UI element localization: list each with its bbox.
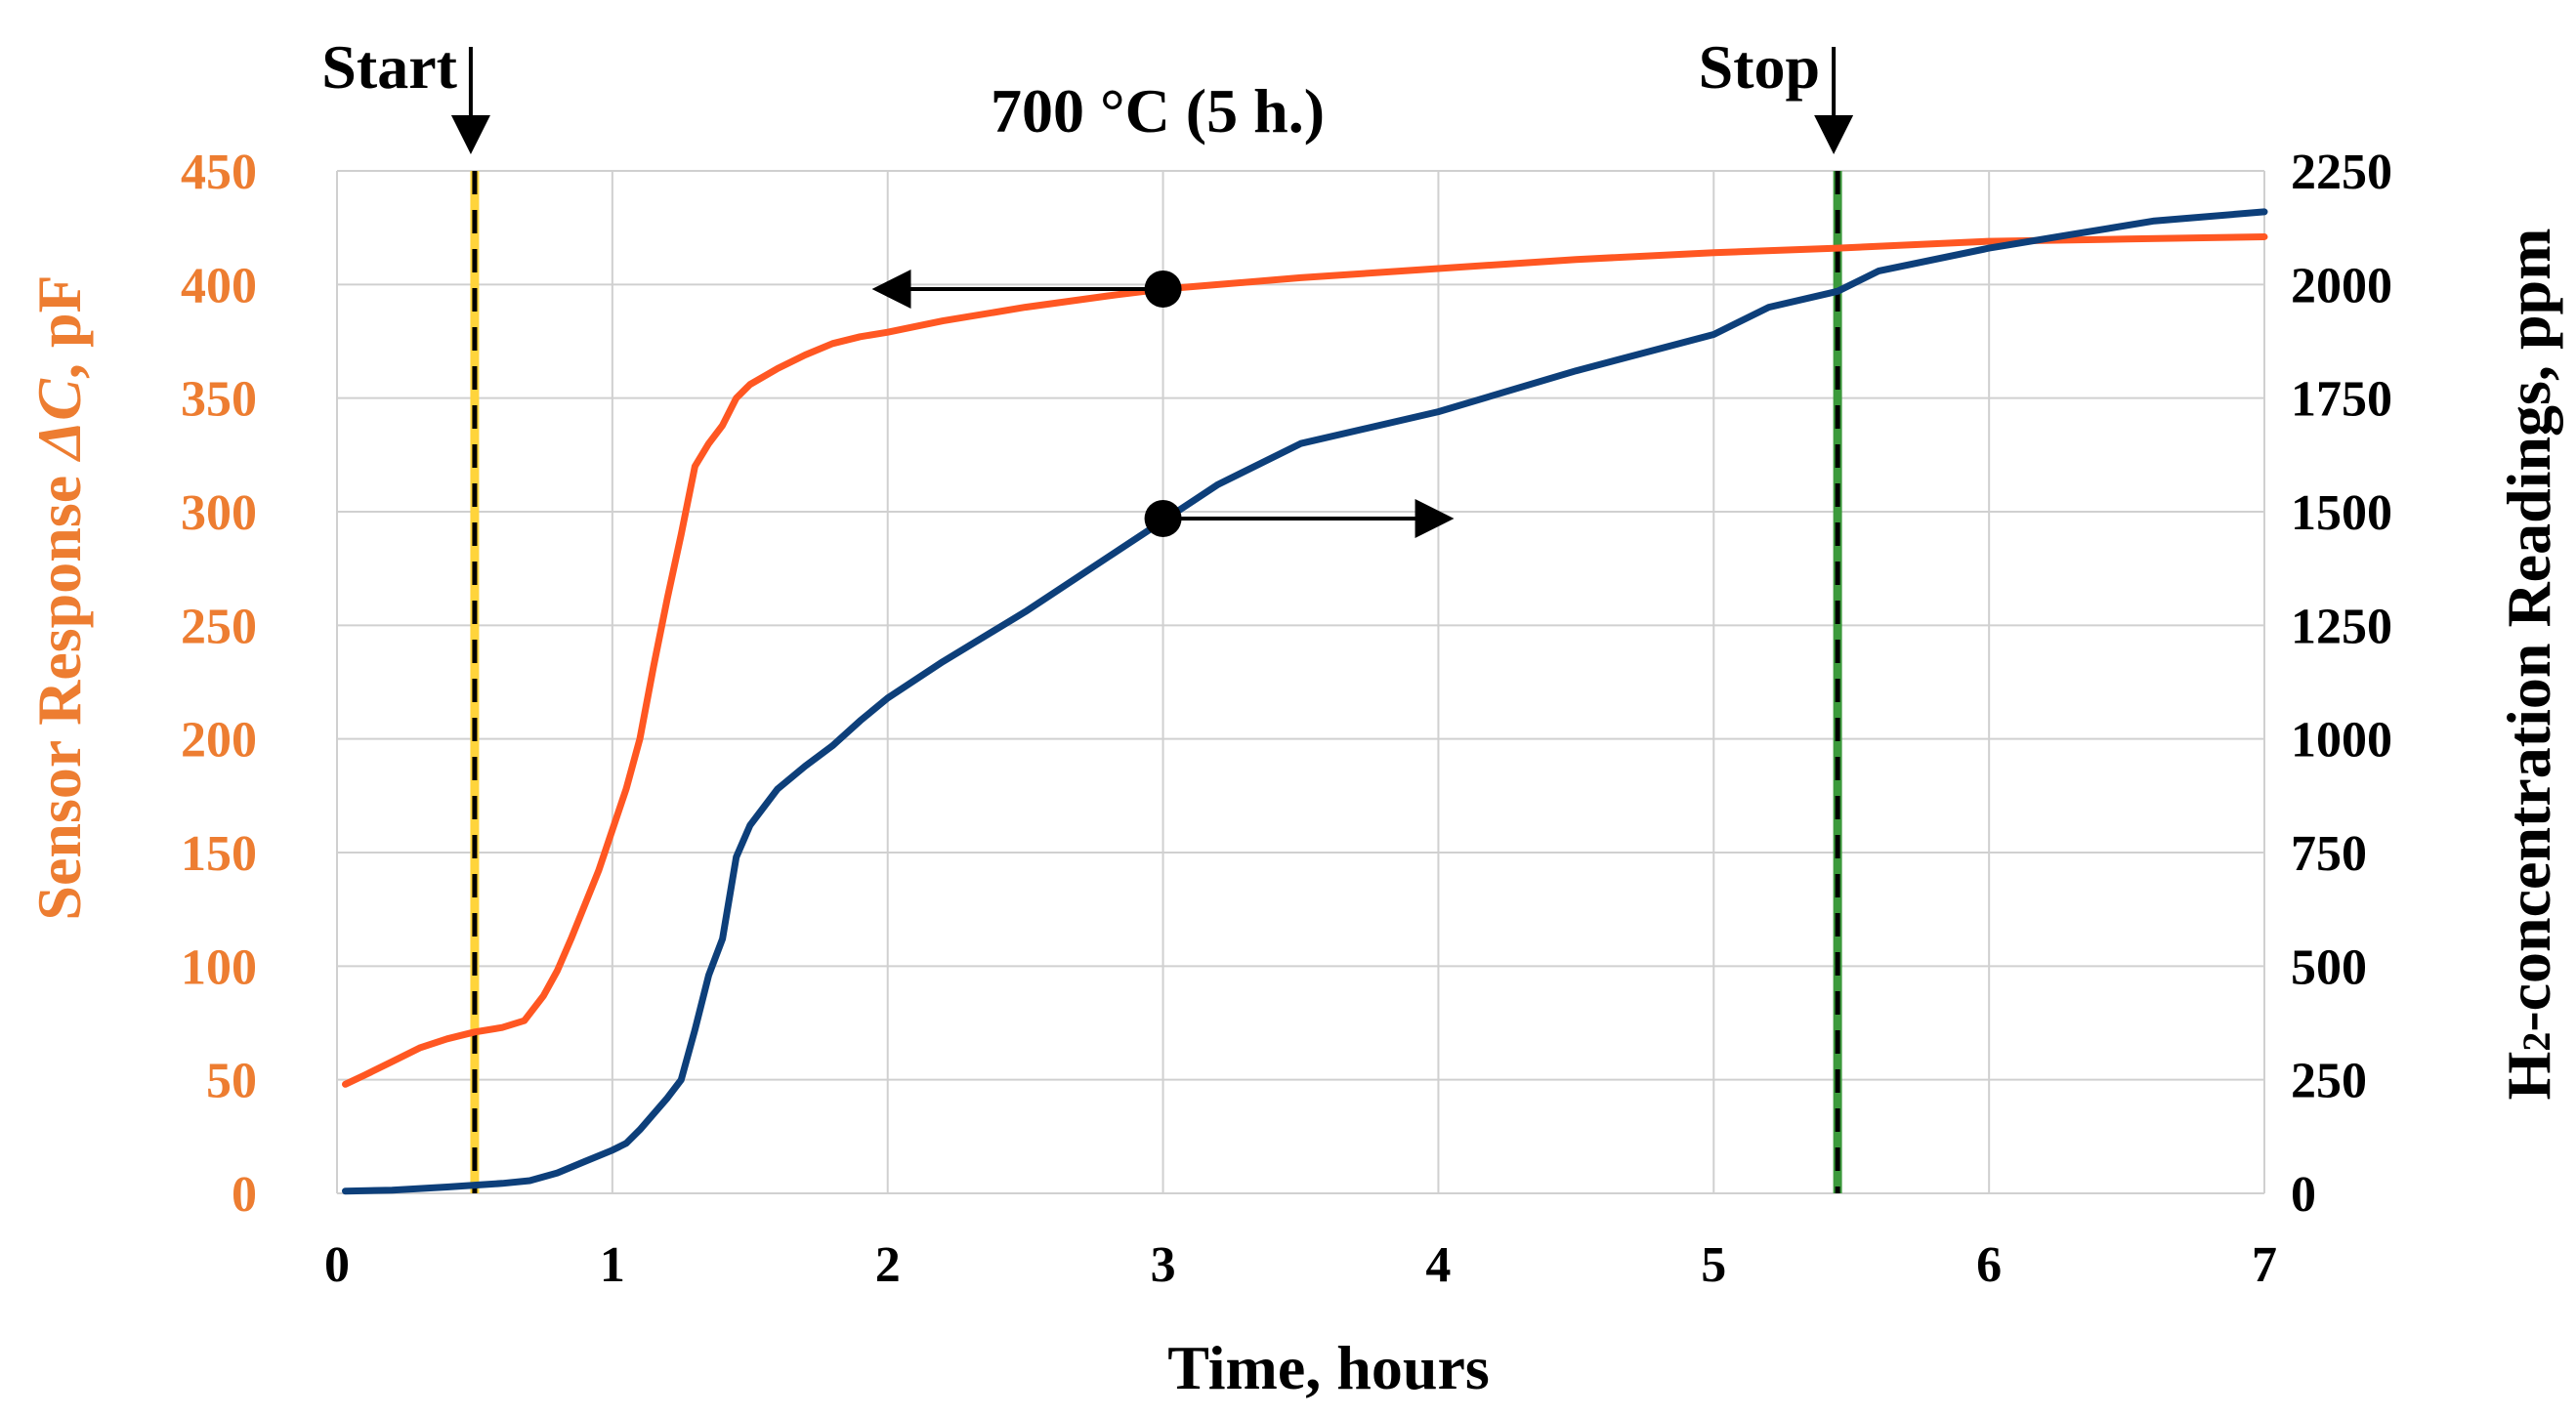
right-axis-title-prefix: H [2494,1052,2563,1101]
left-axis-title-suffix: , pF [24,274,94,379]
y-left-tick-label: 250 [181,599,257,654]
x-tick-label: 7 [2252,1237,2277,1293]
x-tick-label: 3 [1151,1237,1176,1293]
event-markers: Start Stop [321,32,1854,1193]
x-tick-label: 4 [1425,1237,1451,1293]
left-axis-title: Sensor Response ΔC, pF [24,274,94,920]
x-axis-title: Time, hours [1167,1333,1490,1402]
y-right-tick-label: 250 [2291,1054,2367,1109]
y-right-tick-label: 1500 [2291,485,2392,541]
y-right-tick-label: 0 [2291,1167,2316,1223]
y-left-tick-label: 0 [232,1167,257,1223]
series [342,208,2268,1195]
right-axis-title: H2-concentration Readings, ppm [2494,229,2563,1101]
y-left-tick-label: 100 [181,939,257,995]
y-left-tick-label: 50 [206,1054,257,1109]
y-left-tick-label: 400 [181,258,257,313]
y-left-tick-label: 150 [181,826,257,882]
stop-label: Stop [1699,32,1821,102]
y-right-tick-label: 1250 [2291,599,2392,654]
chart-title: 700 °C (5 h.) [991,76,1325,146]
y-left-tick-label: 300 [181,485,257,541]
y-right-tick-label: 2000 [2291,258,2392,313]
grid [336,170,2265,1194]
x-tick-label: 0 [324,1237,350,1293]
left-axis-title-symbol: ΔC [24,378,94,463]
axis-indicator-dot-left [1144,270,1182,308]
right-axis-title-suffix: -concentration Readings, ppm [2494,229,2563,1032]
y-right-tick-label: 750 [2291,826,2367,882]
annotations [871,269,1455,538]
axis-indicator-dot-right [1144,499,1182,537]
y-left-tick-label: 200 [181,713,257,769]
y-right-tick-label: 1750 [2291,372,2392,428]
y-right-tick-label: 2250 [2291,145,2392,200]
y-right-tick-label: 500 [2291,939,2367,995]
x-tick-label: 5 [1701,1237,1726,1293]
h2-concentration-series-line [342,208,2268,1195]
right-axis-title-subscript: 2 [2514,1032,2558,1052]
x-tick-label: 6 [1976,1237,2002,1293]
start-label: Start [321,32,457,102]
y-left-tick-label: 350 [181,372,257,428]
y-left-tick-label: 450 [181,145,257,200]
tick-labels: 0501001502002503003504004500250500750100… [181,145,2392,1293]
x-tick-label: 2 [875,1237,901,1293]
left-axis-title-prefix: Sensor Response [24,460,94,921]
y-right-tick-label: 1000 [2291,713,2392,769]
sensor-response-series-line [342,233,2268,1088]
x-tick-label: 1 [600,1237,625,1293]
